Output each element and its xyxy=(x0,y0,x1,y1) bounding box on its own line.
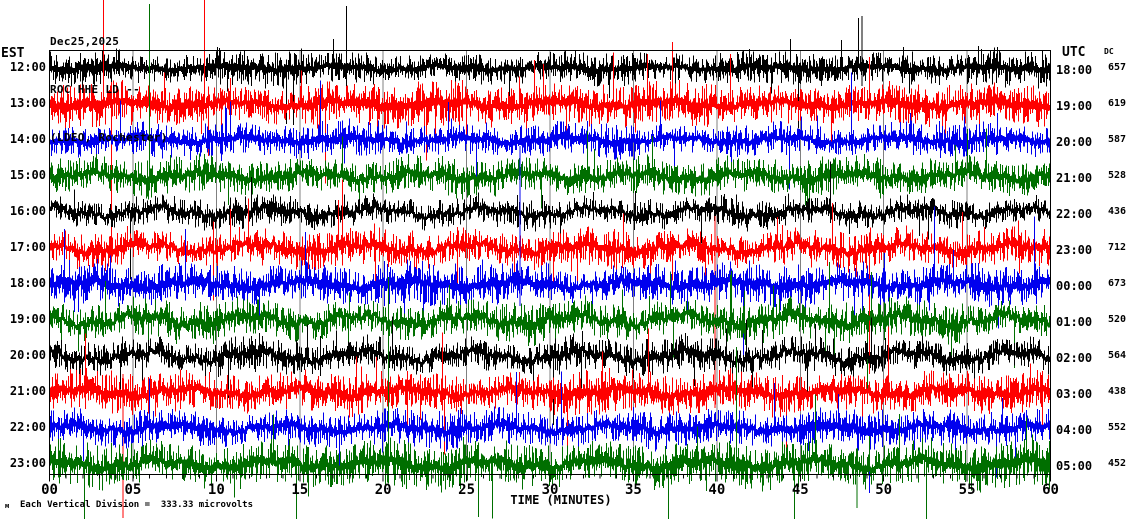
est-time-label: 22:00 xyxy=(9,420,46,434)
utc-time-label: 02:00 xyxy=(1056,351,1093,365)
x-tick-label: 60 xyxy=(1042,482,1059,498)
dc-offset-value: 673 xyxy=(1107,278,1126,289)
footer-mark: м xyxy=(5,502,10,510)
utc-time-label: 20:00 xyxy=(1056,135,1093,149)
est-time-label: 21:00 xyxy=(9,384,46,398)
utc-time-label: 19:00 xyxy=(1056,99,1093,113)
x-tick-label: 30 xyxy=(541,482,559,498)
dc-offset-value: 587 xyxy=(1107,134,1126,145)
x-tick-label: 20 xyxy=(374,482,392,498)
x-tick-label: 25 xyxy=(458,482,476,498)
utc-time-label: 21:00 xyxy=(1056,171,1093,185)
est-time-label: 16:00 xyxy=(9,204,46,218)
dc-offset-value: 712 xyxy=(1107,242,1126,253)
x-tick-label: 55 xyxy=(958,482,976,498)
x-tick-label: 05 xyxy=(124,482,142,498)
utc-time-label: 22:00 xyxy=(1056,207,1093,221)
dc-column-header: DC xyxy=(1104,47,1114,56)
station-label: ROC HHE LD -- xyxy=(50,83,140,96)
est-time-label: 13:00 xyxy=(9,96,46,110)
est-time-label: 15:00 xyxy=(9,168,46,182)
est-time-label: 20:00 xyxy=(9,348,46,362)
est-time-label: 23:00 xyxy=(9,456,46,470)
utc-time-label: 04:00 xyxy=(1056,423,1093,437)
utc-time-label: 03:00 xyxy=(1056,387,1093,401)
x-tick-label: 40 xyxy=(708,482,726,498)
utc-time-label: 00:00 xyxy=(1056,279,1093,293)
date-label: Dec25,2025 xyxy=(50,35,120,48)
dc-offset-value: 552 xyxy=(1107,422,1126,433)
x-tick-label: 15 xyxy=(291,482,309,498)
dc-offset-value: 520 xyxy=(1107,314,1126,325)
dc-offset-value: 564 xyxy=(1107,350,1126,361)
utc-time-label: 05:00 xyxy=(1056,459,1093,473)
est-time-label: 18:00 xyxy=(9,276,46,290)
dc-offset-value: 452 xyxy=(1107,458,1126,469)
dc-offset-value: 436 xyxy=(1107,206,1126,217)
x-tick-label: 10 xyxy=(207,482,225,498)
utc-axis-header: UTC xyxy=(1062,45,1086,60)
x-tick-label: 50 xyxy=(875,482,893,498)
x-axis-title: TIME (MINUTES) xyxy=(510,493,612,507)
utc-time-label: 18:00 xyxy=(1056,63,1093,77)
network-label: (LDEO, Rochester) xyxy=(50,131,168,144)
title-block: Dec25,2025 ROC HHE LD -- (LDEO, Rocheste… xyxy=(50,2,168,178)
x-tick-label: 45 xyxy=(791,482,809,498)
est-axis-header: EST xyxy=(1,46,25,61)
dc-offset-value: 619 xyxy=(1107,98,1126,109)
dc-offset-value: 438 xyxy=(1107,386,1126,397)
x-tick-label: 35 xyxy=(624,482,642,498)
utc-time-label: 01:00 xyxy=(1056,315,1093,329)
dc-offset-value: 528 xyxy=(1107,170,1126,181)
dc-offset-value: 657 xyxy=(1107,62,1126,73)
est-time-label: 14:00 xyxy=(9,132,46,146)
est-time-label: 19:00 xyxy=(9,312,46,326)
est-time-label: 12:00 xyxy=(9,60,46,74)
x-tick-label: 00 xyxy=(41,482,58,498)
utc-time-label: 23:00 xyxy=(1056,243,1093,257)
vertical-scale-note: Each Vertical Division = 333.33 microvol… xyxy=(20,500,253,510)
est-time-label: 17:00 xyxy=(9,240,46,254)
